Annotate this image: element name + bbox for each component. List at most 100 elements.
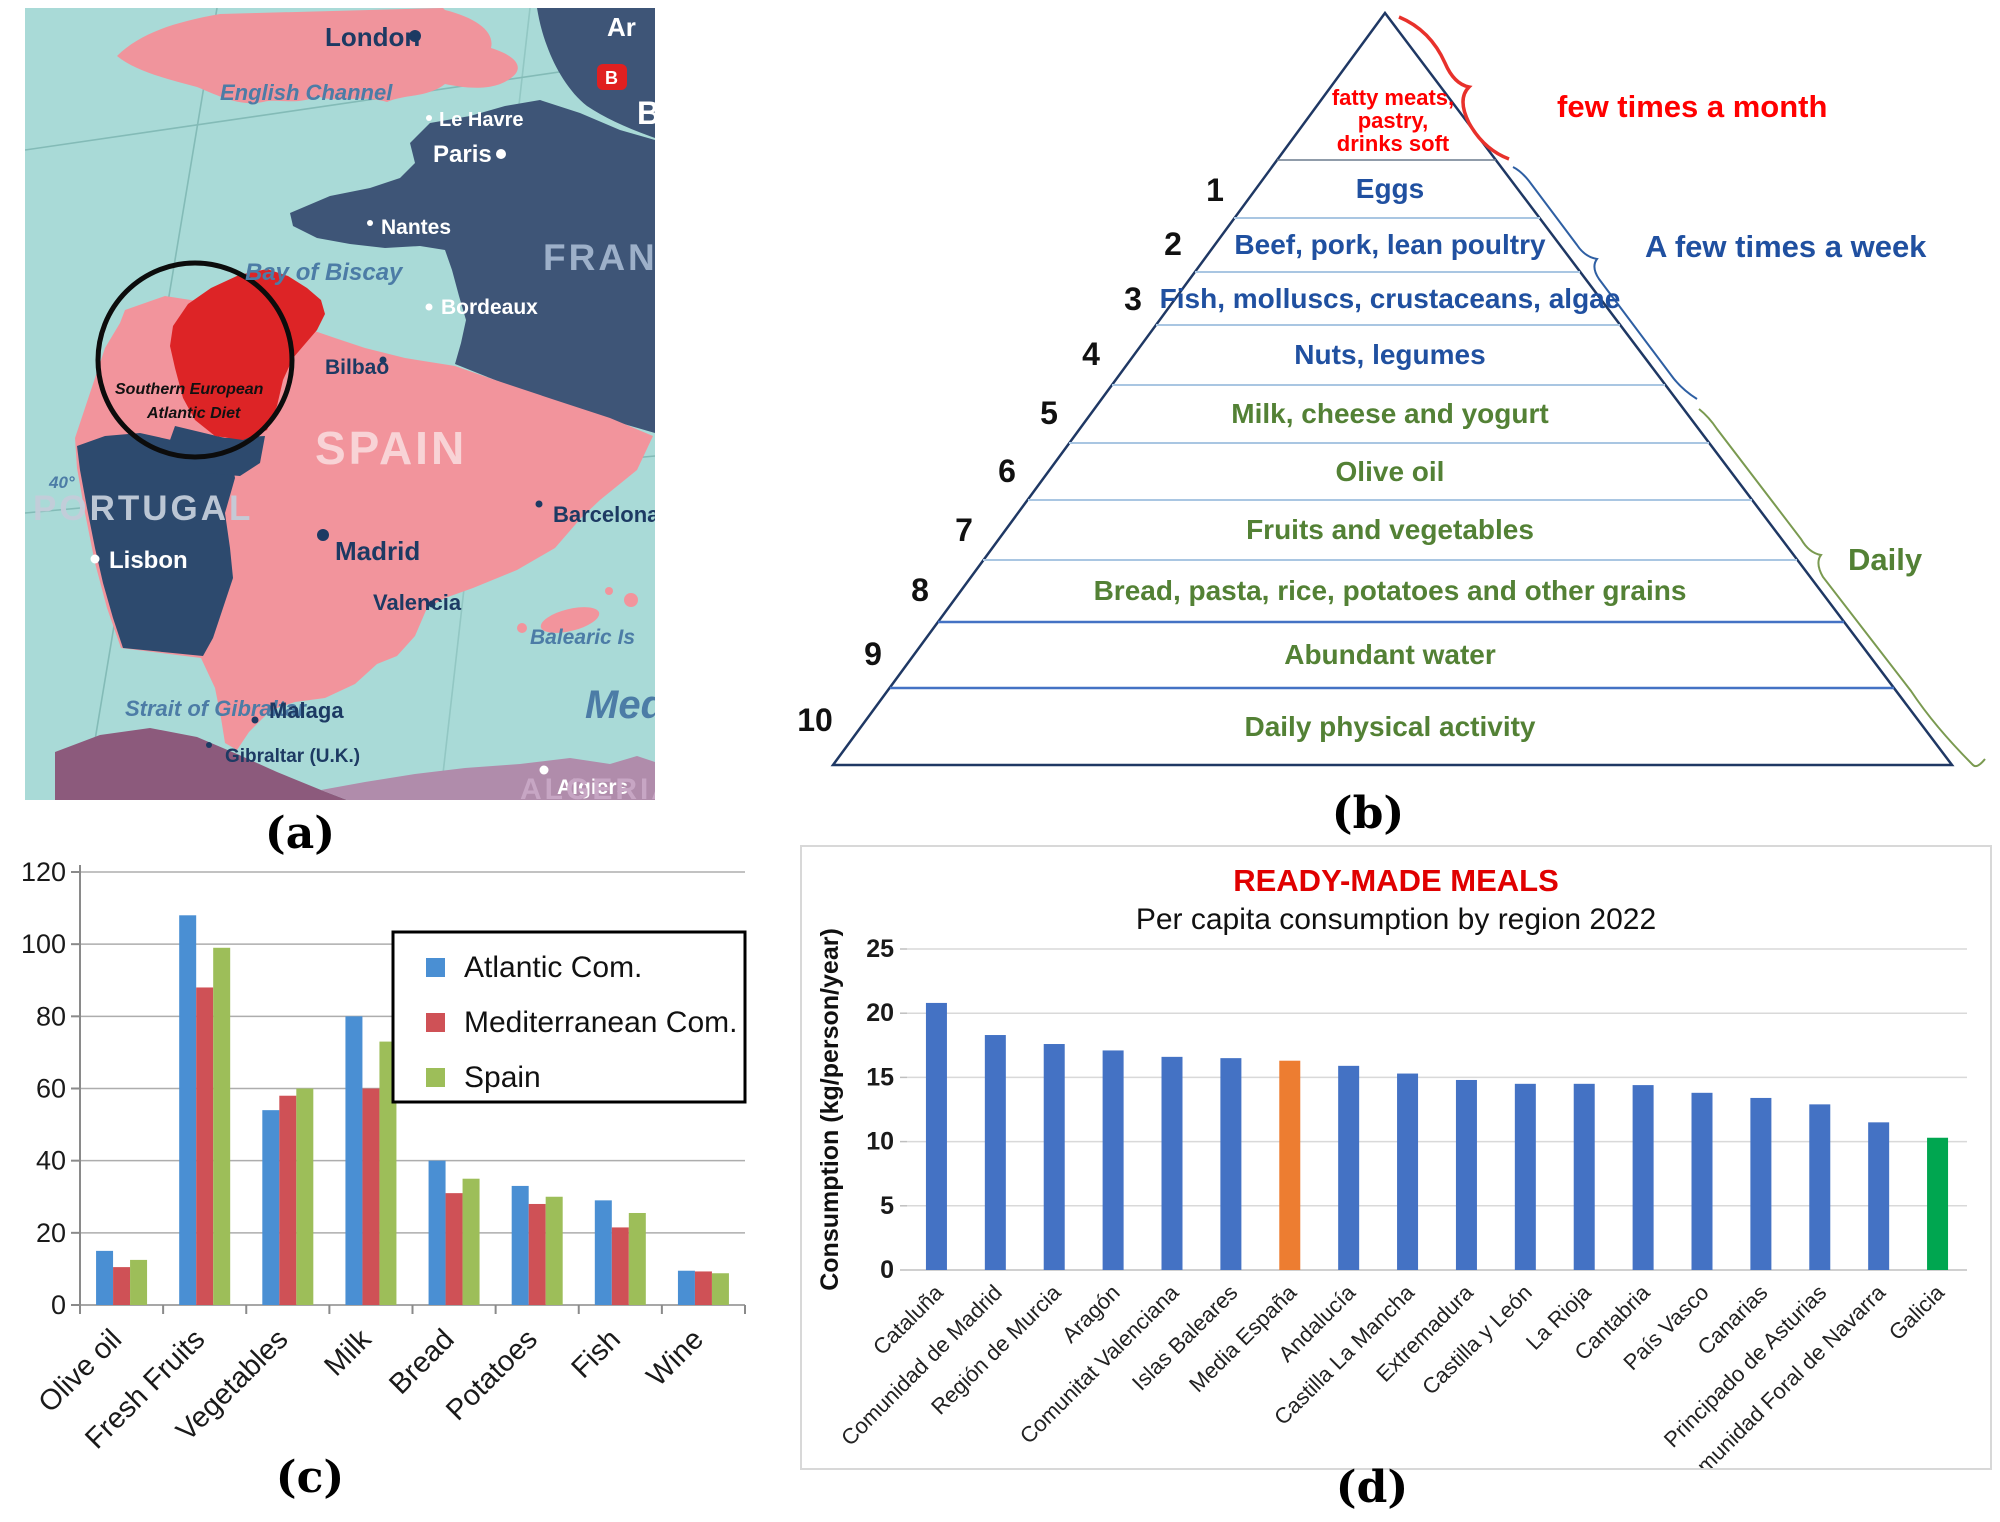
chart-d-plot: 0 5 10 15 20 25 Consumption (kg/person/year)	[816, 928, 1967, 1291]
bar	[1397, 1073, 1419, 1270]
label-bordeaux: Bordeaux	[441, 296, 538, 319]
label-malaga: Malaga	[269, 698, 344, 723]
label-spain: SPAIN	[315, 422, 467, 474]
chart-c-legend: Atlantic Com. Mediterranean Com. Spain	[391, 930, 747, 1104]
highlight-circle	[95, 260, 295, 460]
y-tick-label: 25	[866, 935, 894, 963]
bar	[677, 1270, 695, 1305]
label-balearic: Balearic Is	[530, 626, 635, 649]
bar	[1927, 1137, 1949, 1270]
bar	[611, 1227, 629, 1305]
bar	[428, 1160, 446, 1305]
bar	[213, 947, 231, 1305]
bar	[1279, 1060, 1301, 1270]
y-tick-label: 5	[880, 1192, 894, 1220]
panel-label-d: (d)	[1335, 1462, 1409, 1513]
frequency-label-weekly: A few times a week	[1645, 229, 1927, 264]
bar	[279, 1095, 297, 1305]
label-brussels-badge: B	[605, 68, 618, 88]
x-category-label: Bread	[383, 1323, 460, 1400]
atlantic-diet-region	[170, 269, 325, 440]
label-bilbao: Bilbao	[325, 356, 389, 379]
panel-label-c: (c)	[275, 1452, 345, 1503]
pyramid-level-lines	[890, 159, 1894, 690]
legend-label: Mediterranean Com.	[464, 1006, 737, 1039]
legend-swatch	[426, 958, 445, 977]
bar	[1455, 1079, 1477, 1270]
pyramid-level-label: Abundant water	[1284, 639, 1496, 670]
label-algeria: ALGERIA	[520, 773, 655, 800]
y-tick-label: 15	[866, 1063, 894, 1091]
label-nantes: Nantes	[381, 216, 451, 239]
label-med: Med	[585, 683, 655, 727]
label-valencia: Valencia	[373, 590, 462, 615]
y-tick-label: 20	[866, 999, 894, 1027]
pyramid-number: 10	[797, 702, 833, 738]
bar	[113, 1267, 131, 1305]
pyramid-level-label: Eggs	[1356, 173, 1424, 204]
pyramid-top-line3: drinks soft	[1337, 131, 1450, 156]
pyramid-level-label: Milk, cheese and yogurt	[1231, 398, 1548, 429]
bar	[345, 1016, 363, 1305]
pyramid-number: 2	[1164, 226, 1182, 262]
label-english-channel: English Channel	[220, 80, 393, 105]
label-barcelona: Barcelona	[553, 502, 655, 527]
morocco-landmass	[55, 728, 347, 800]
bar	[1161, 1056, 1183, 1270]
y-tick-label: 10	[866, 1128, 894, 1156]
panel-label-b: (b)	[1331, 788, 1405, 839]
label-strait: Strait of Gibraltar	[125, 696, 307, 721]
x-category-label: Comunidad Foral de Navarra	[1672, 1279, 1891, 1468]
label-highlight-1: Southern European	[115, 381, 264, 398]
pyramid-number: 9	[864, 636, 882, 672]
pyramid-top-line2: pastry,	[1358, 108, 1429, 133]
legend-swatch	[426, 1068, 445, 1087]
chart-d-title: READY-MADE MEALS	[1233, 863, 1559, 898]
bar	[711, 1273, 729, 1305]
label-algiers: Algiers	[557, 776, 628, 799]
legend-label: Spain	[464, 1061, 541, 1094]
label-bay-of-biscay: Bay of Biscay	[245, 259, 404, 286]
y-tick-label: 0	[51, 1290, 66, 1320]
bar	[594, 1200, 612, 1305]
y-tick-label: 20	[36, 1218, 66, 1248]
x-category-label: Galicia	[1884, 1279, 1950, 1345]
bar	[925, 1002, 947, 1270]
x-category-label: Fish	[566, 1323, 627, 1384]
algeria-landmass	[321, 756, 655, 800]
label-madrid: Madrid	[335, 536, 420, 566]
pyramid-number: 8	[911, 572, 929, 608]
label-ar-partial: Ar	[607, 12, 636, 42]
label-lisbon: Lisbon	[109, 547, 188, 574]
bar	[1102, 1050, 1124, 1270]
bracket-weekly	[1512, 166, 1698, 400]
food-pyramid-panel: fatty meats, pastry, drinks soft 1 2 3 4…	[797, 10, 1986, 768]
frequency-label-monthly: few times a month	[1557, 89, 1827, 124]
balearic-islands-shapes	[517, 587, 638, 633]
bar	[1220, 1058, 1242, 1270]
pyramid-number: 1	[1206, 172, 1224, 208]
bar	[545, 1196, 563, 1305]
bar	[262, 1110, 280, 1305]
y-tick-label: 80	[36, 1001, 66, 1031]
bar	[1043, 1044, 1065, 1270]
bracket-daily	[1698, 408, 1986, 768]
france-landmass	[290, 100, 655, 433]
y-tick-label: 40	[36, 1146, 66, 1176]
label-london: London	[325, 22, 420, 52]
x-category-label: Wine	[641, 1323, 710, 1392]
bar	[96, 1250, 114, 1305]
brussels-badge	[597, 64, 627, 90]
bar	[362, 1088, 380, 1305]
pyramid-top-line1: fatty meats,	[1332, 85, 1454, 110]
pyramid-outline	[830, 10, 1955, 767]
legend-label: Atlantic Com.	[464, 951, 642, 984]
label-france: FRANCE	[543, 237, 655, 278]
pyramid-number: 6	[998, 453, 1016, 489]
bar	[179, 915, 197, 1305]
bar	[528, 1203, 546, 1305]
bar	[1514, 1083, 1536, 1270]
pyramid-number: 4	[1082, 336, 1100, 372]
